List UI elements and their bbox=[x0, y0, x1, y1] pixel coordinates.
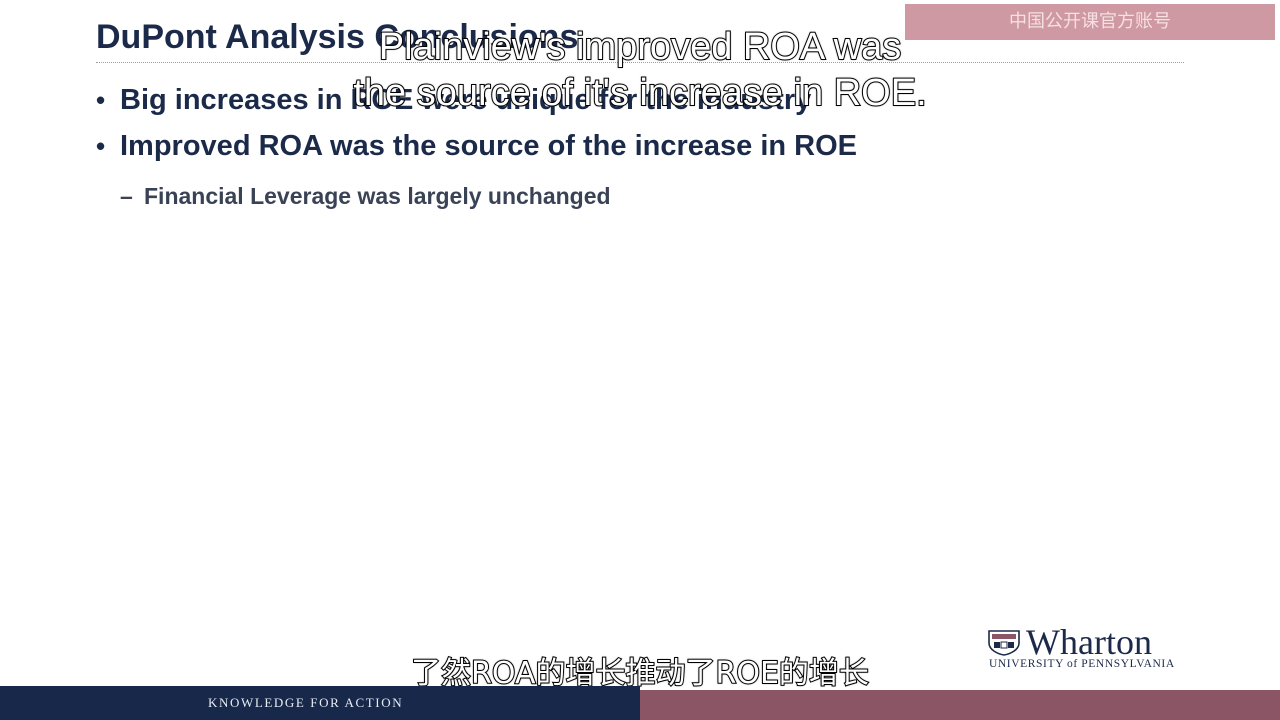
title-divider bbox=[96, 62, 1184, 63]
bullet-text: Improved ROA was the source of the incre… bbox=[120, 130, 858, 162]
sub-bullet: – Financial Leverage was largely unchange… bbox=[120, 183, 611, 210]
footer-bar-maroon bbox=[640, 690, 1280, 720]
bullet-item: • Big increases in ROE were unique for t… bbox=[96, 86, 857, 132]
bullet-list: • Big increases in ROE were unique for t… bbox=[96, 86, 857, 178]
logo-subtitle: UNIVERSITY of PENNSYLVANIA bbox=[989, 658, 1175, 670]
watermark-banner: 中国公开课官方账号 bbox=[905, 4, 1275, 40]
bullet-item: • Improved ROA was the source of the inc… bbox=[96, 132, 857, 178]
wharton-logo: Wharton UNIVERSITY of PENNSYLVANIA bbox=[988, 622, 1194, 672]
subtitle-chinese: 了然ROA的增长推动了ROE的增长 bbox=[410, 655, 870, 692]
bullet-marker: • bbox=[96, 131, 106, 161]
subtitle-english-line1: Plainview's improved ROA was bbox=[378, 25, 903, 69]
footer-bar-navy bbox=[0, 686, 640, 720]
subtitle-english: Plainview's improved ROA was the source … bbox=[330, 24, 950, 116]
bullet-marker: • bbox=[96, 85, 106, 115]
sub-bullet-text: Financial Leverage was largely unchanged bbox=[144, 183, 611, 209]
footer-tagline: KNOWLEDGE FOR ACTION bbox=[208, 695, 404, 710]
logo-wordmark: Wharton bbox=[1026, 622, 1152, 662]
subtitle-english-line2: the source of it's increase in ROE. bbox=[352, 71, 927, 115]
shield-icon bbox=[988, 630, 1020, 656]
slide-title: DuPont Analysis Conclusions bbox=[96, 18, 579, 56]
bullet-text: Big increases in ROE were unique for the… bbox=[120, 84, 812, 116]
sub-bullet-marker: – bbox=[120, 183, 133, 209]
